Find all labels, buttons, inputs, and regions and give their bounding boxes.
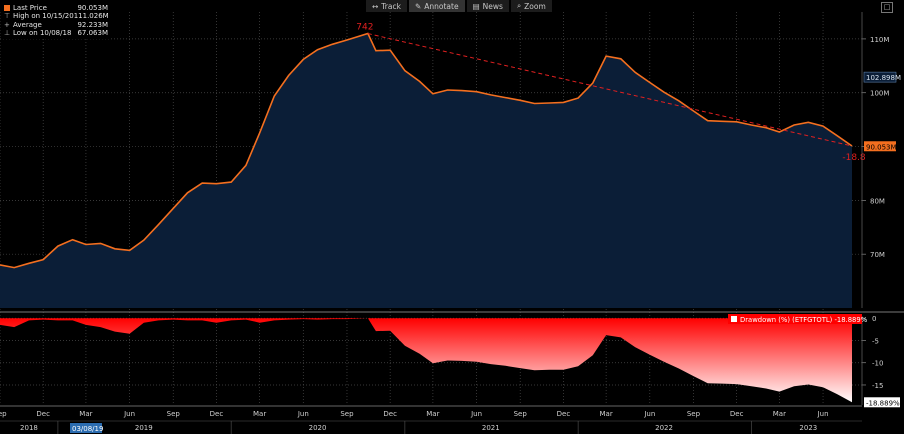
price-tick-label: 70M [870, 251, 885, 259]
last-price-value-text: 90.053M [866, 143, 897, 151]
price-value-tags: 102.898M 90.053M [863, 71, 901, 152]
legend-low-value: 67.063M [77, 29, 108, 38]
month-tick-label: Sep [340, 410, 354, 418]
cursor-date-tag [70, 423, 102, 433]
news-icon: ▤ [472, 1, 480, 11]
legend-high: ⊤ High on 10/15/20 111.026M [4, 12, 109, 21]
annotate-label: Annotate [424, 1, 459, 11]
month-tick-label: Jun [643, 410, 655, 418]
price-area-fill [0, 33, 852, 308]
drawdown-tick-label: -15 [872, 382, 883, 390]
annotate-icon: ✎ [414, 1, 422, 11]
track-icon: ↔ [372, 1, 379, 11]
drawdown-tick-label: -10 [872, 360, 883, 368]
legend-last-price-name: Last Price [4, 4, 47, 12]
last-price-value-tag [864, 141, 896, 152]
annotate-button[interactable]: ✎ Annotate [408, 0, 465, 12]
month-tick-label: Jun [817, 410, 829, 418]
year-label: 2020 [309, 424, 327, 432]
legend-high-value: 111.026M [73, 12, 109, 21]
peak-label: 742 [356, 23, 373, 33]
chart-toolbar: ↔ Track ✎ Annotate ▤ News ⌕ Zoom [366, 0, 552, 12]
price-tick-label: 100M [870, 90, 889, 98]
month-tick-label: Sep [514, 410, 528, 418]
drawdown-label: -18.8 [842, 153, 866, 163]
drawdown-legend-swatch [731, 316, 737, 322]
legend-high-label: High on 10/15/20 [13, 12, 74, 21]
drawdown-legend-text: Drawdown (%) (ETFGTOTL) -18.889% [740, 316, 868, 324]
low-marker-icon: ⊥ [4, 29, 11, 38]
legend-low-name: ⊥ Low on 10/08/18 [4, 29, 71, 37]
month-tick-label: Sep [0, 410, 7, 418]
year-label: 2018 [20, 424, 38, 432]
year-label: 2019 [135, 424, 153, 432]
price-y-axis: 110M100M90M80M70M [861, 12, 889, 308]
month-tick-label: Jun [297, 410, 309, 418]
month-tick-label: Dec [36, 410, 50, 418]
month-tick-label: Sep [167, 410, 181, 418]
month-tick-label: Jun [123, 410, 135, 418]
cursor-date-text: 03/08/19 [72, 425, 103, 433]
zoom-button[interactable]: ⌕ Zoom [510, 0, 552, 12]
year-label: 2023 [799, 424, 817, 432]
month-tick-label: Dec [210, 410, 224, 418]
month-tick-label: Dec [730, 410, 744, 418]
month-tick-label: Dec [383, 410, 397, 418]
legend-low: ⊥ Low on 10/08/18 67.063M [4, 29, 108, 37]
high-marker-icon: ⊤ [4, 12, 11, 21]
drawdown-last-tag [864, 397, 900, 408]
legend-low-label: Low on 10/08/18 [13, 29, 72, 38]
legend-average-name: + Average [4, 21, 42, 29]
legend-average: + Average 92.233M [4, 21, 108, 29]
legend-average-value: 92.233M [77, 20, 108, 29]
legend-high-name: ⊤ High on 10/15/20 [4, 12, 74, 20]
drawdown-area [0, 318, 852, 403]
average-value-text: 102.898M [866, 74, 901, 82]
window-square-icon[interactable]: □ [881, 2, 893, 13]
month-tick-label: Sep [687, 410, 701, 418]
drawdown-y-axis: 0 -5 -10 -15 [861, 315, 883, 405]
average-marker-icon: + [4, 20, 10, 29]
drawdown-legend-background [728, 314, 862, 324]
month-tick-label: Dec [557, 410, 571, 418]
zoom-icon: ⌕ [516, 1, 522, 10]
year-label: 2022 [655, 424, 673, 432]
price-tick-label: 80M [870, 197, 885, 205]
track-button[interactable]: ↔ Track [366, 0, 407, 12]
drawdown-trendline [367, 33, 853, 147]
x-axis: Sep Dec Mar Jun Sep Dec Mar Jun Sep Dec Mar Jun Sep D… [0, 405, 862, 434]
month-tick-label: Mar [253, 410, 266, 418]
month-tick-label: Jun [470, 410, 482, 418]
price-tick-label: 110M [870, 36, 889, 44]
track-label: Track [381, 1, 401, 11]
month-tick-label: Mar [773, 410, 786, 418]
zoom-label: Zoom [524, 1, 546, 11]
month-tick-label: Mar [79, 410, 92, 418]
drawdown-last-text: -18.889% [866, 399, 900, 407]
drawdown-legend: Drawdown (%) (ETFGTOTL) -18.889% [728, 314, 868, 324]
drawdown-tick-label: 0 [872, 315, 876, 323]
legend-last-price-label: Last Price [13, 4, 47, 12]
news-label: News [482, 1, 503, 11]
year-label: 2021 [482, 424, 500, 432]
news-button[interactable]: ▤ News [466, 0, 509, 12]
legend-average-label: Average [13, 20, 42, 29]
drawdown-tick-label: -5 [872, 337, 879, 345]
price-legend: Last Price 90.053M ⊤ High on 10/15/20 111… [2, 3, 110, 39]
month-tick-label: Mar [600, 410, 613, 418]
legend-last-price-value: 90.053M [77, 4, 108, 12]
legend-last-price: Last Price 90.053M [4, 4, 108, 12]
month-tick-label: Mar [426, 410, 439, 418]
average-value-tag [863, 71, 897, 83]
price-line [0, 32, 853, 269]
legend-swatch [4, 5, 10, 11]
